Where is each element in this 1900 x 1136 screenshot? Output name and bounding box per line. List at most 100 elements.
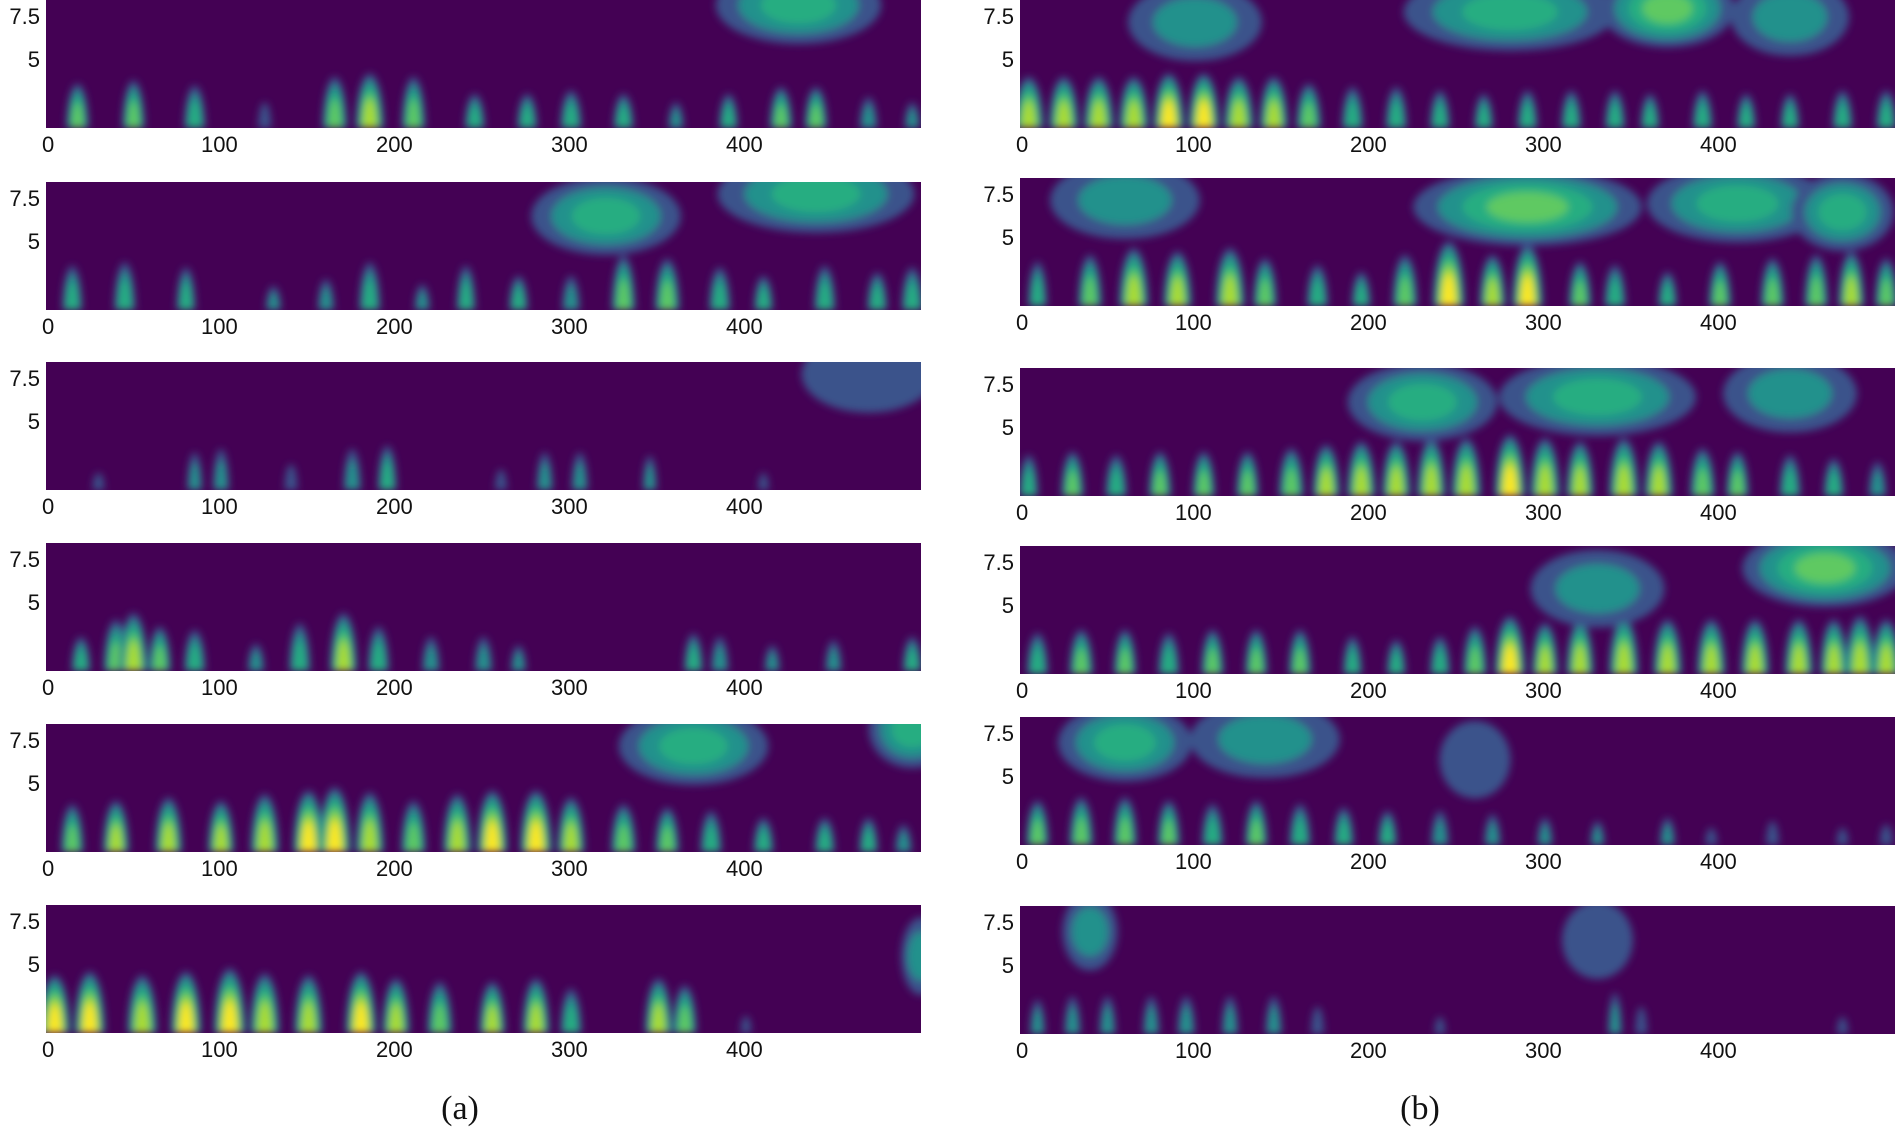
burst-5-level-4 — [1250, 649, 1262, 674]
burst-2-level-5 — [1127, 275, 1141, 306]
burst-10-level-3 — [617, 106, 630, 128]
burst-6-level-4 — [1294, 649, 1306, 674]
burst-15-level-2 — [827, 648, 840, 671]
burst-0-level-4 — [72, 103, 83, 128]
xtick-b6-2: 200 — [1350, 1038, 1387, 1063]
xtick-b6-1: 100 — [1175, 1038, 1212, 1063]
burst-0-level-3 — [1032, 278, 1043, 306]
ytick-b3-0: 7.5 — [983, 372, 1014, 398]
burst-9-level-2 — [1433, 820, 1447, 845]
ytick-b1-0: 7.5 — [983, 4, 1014, 30]
burst-3-level-5 — [1127, 101, 1141, 128]
burst-19-level-4 — [1880, 279, 1892, 306]
burst-4-level-2 — [1180, 1006, 1193, 1034]
burst-14-level-5 — [1573, 467, 1587, 496]
burst-4-level-6 — [223, 1001, 237, 1033]
burst-15-level-1 — [1766, 821, 1779, 845]
burst-2-level-4 — [1119, 818, 1131, 845]
burst-13-level-5 — [1538, 465, 1552, 496]
xtick-a5-4: 400 — [726, 856, 763, 881]
xtick-a6-2: 200 — [376, 1037, 413, 1062]
burst-9-level-3 — [565, 104, 577, 128]
ytick-b2-1: 5 — [1001, 224, 1014, 250]
ytick-b2-0: 7.5 — [983, 182, 1014, 208]
ytick-a2-0: 7.5 — [9, 186, 40, 212]
burst-8-level-5 — [389, 1004, 403, 1033]
heatmap-background — [1020, 906, 1895, 1034]
ytick-a4-0: 7.5 — [9, 547, 40, 573]
ytick-a4-1: 5 — [27, 589, 40, 615]
burst-0-level-3 — [1031, 648, 1044, 674]
burst-8-level-2 — [574, 462, 586, 490]
burst-3-level-6 — [179, 1002, 193, 1033]
burst-21-level-2 — [1871, 471, 1884, 496]
xtick-b5-1: 100 — [1175, 849, 1212, 874]
caption-a: (a) — [441, 1090, 479, 1127]
burst-0-level-5 — [1022, 101, 1036, 128]
burst-1-level-4 — [1075, 818, 1088, 845]
burst-8-level-3 — [513, 288, 524, 310]
burst-12-level-3 — [713, 283, 726, 310]
blob-0-level-3 — [1462, 0, 1558, 31]
heatmap-contours — [1026, 717, 1893, 845]
blob-2-level-2 — [1752, 0, 1828, 42]
burst-11-level-2 — [670, 109, 682, 128]
burst-4-level-2 — [320, 287, 332, 310]
burst-19-level-3 — [1784, 106, 1796, 128]
heatmap-svg-a1 — [46, 0, 921, 128]
burst-21-level-3 — [1880, 104, 1892, 128]
xtick-b3-2: 200 — [1350, 500, 1387, 525]
ytick-a5-1: 5 — [27, 770, 40, 796]
heatmap-a1 — [46, 0, 921, 128]
xtick-b2-3: 300 — [1525, 310, 1562, 335]
xtick-b4-3: 300 — [1525, 678, 1562, 703]
xtick-a3-0: 0 — [42, 494, 55, 519]
burst-11-level-6 — [1521, 275, 1534, 306]
burst-14-level-5 — [1617, 643, 1631, 674]
blob-1-level-2 — [1555, 564, 1640, 614]
burst-10-level-1 — [758, 472, 769, 490]
burst-9-level-2 — [564, 285, 578, 310]
ytick-a2-1: 5 — [27, 228, 40, 254]
blob-3-level-2 — [1078, 178, 1172, 225]
burst-19-level-5 — [1827, 645, 1840, 674]
burst-5-level-6 — [1197, 101, 1211, 128]
heatmap-contours — [92, 362, 921, 490]
burst-4-level-4 — [1207, 649, 1218, 674]
burst-8-level-3 — [372, 643, 385, 671]
heatmap-contours — [46, 917, 921, 1033]
heatmap-svg-a2 — [46, 182, 921, 310]
burst-16-level-3 — [757, 830, 770, 852]
blob-3-level-2 — [1153, 0, 1237, 47]
burst-8-level-3 — [1382, 823, 1393, 845]
burst-0-level-3 — [1023, 470, 1035, 496]
ytick-b6-1: 5 — [1001, 952, 1014, 978]
burst-3-level-4 — [1163, 820, 1175, 845]
xtick-a2-0: 0 — [42, 314, 55, 339]
burst-13-level-4 — [775, 105, 787, 128]
heatmap-b1 — [1020, 0, 1895, 128]
burst-16-level-3 — [1644, 106, 1656, 128]
burst-3-level-2 — [1145, 1006, 1157, 1034]
burst-6-level-2 — [1268, 1006, 1280, 1034]
burst-8-level-5 — [1354, 467, 1368, 496]
burst-12-level-4 — [1574, 281, 1586, 306]
burst-14-level-4 — [661, 827, 674, 852]
burst-15-level-4 — [1714, 281, 1726, 306]
burst-1-level-4 — [1084, 277, 1096, 306]
burst-12-level-3 — [1478, 106, 1490, 128]
xtick-b1-2: 200 — [1350, 132, 1387, 157]
burst-12-level-2 — [1592, 827, 1603, 845]
burst-2-level-4 — [1119, 649, 1131, 674]
burst-5-level-4 — [1259, 279, 1271, 306]
blob-1-level-3 — [771, 182, 861, 213]
burst-18-level-3 — [1740, 106, 1752, 128]
burst-4-level-3 — [188, 645, 201, 671]
xtick-b3-4: 400 — [1700, 500, 1737, 525]
burst-12-level-6 — [1503, 465, 1517, 496]
caption-b: (b) — [1400, 1090, 1440, 1127]
xtick-a5-2: 200 — [376, 856, 413, 881]
ytick-b5-1: 5 — [1001, 763, 1014, 789]
xtick-a2-2: 200 — [376, 314, 413, 339]
